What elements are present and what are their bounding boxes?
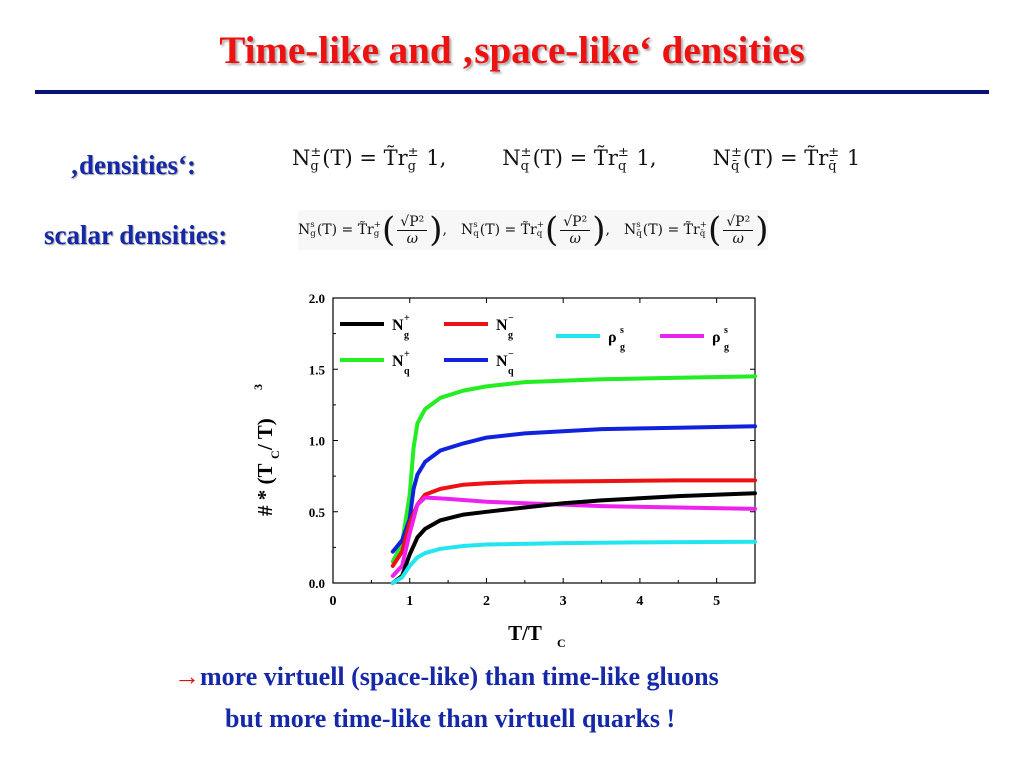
paren-close: ) xyxy=(592,210,606,250)
y-axis-label: # * (T xyxy=(253,464,277,517)
fraction-denominator: ω xyxy=(569,230,581,247)
equation-fraction: √P² ω xyxy=(723,214,754,247)
paren-open: ( xyxy=(707,210,722,250)
equation-term: N ± q̄ (T) = T̃r ± q̄ 1 xyxy=(712,145,861,174)
equation-arg: (T) = xyxy=(642,222,684,238)
fraction-numerator: √P² xyxy=(560,214,591,231)
x-tick-label: 1 xyxy=(406,594,413,609)
x-tick-label: 5 xyxy=(713,594,720,609)
densities-equations: N ± g (T) = T̃r ± g 1, N ± q (T) = T̃r ± q 1, N ± q̄ (T… xyxy=(292,146,860,173)
x-axis-label: T/T xyxy=(508,621,542,645)
slide-title: Time-like and ‚space-like‘ densities xyxy=(219,29,805,72)
equation-arg: (T) = xyxy=(322,146,384,171)
legend-label-sup: s xyxy=(724,325,728,336)
legend-label-sup: − xyxy=(508,313,514,324)
equation-lhs: N ± g xyxy=(292,145,322,174)
series-line-4 xyxy=(390,495,757,578)
densities-label: ‚densities‘: xyxy=(70,150,196,180)
conclusion-line-2: but more time-like than virtuell quarks … xyxy=(225,704,676,733)
legend-label-sub: g xyxy=(620,342,625,353)
equation-arg: (T) = xyxy=(532,146,594,171)
y-tick-label: 0.0 xyxy=(309,576,325,591)
paren-open: ( xyxy=(545,210,559,250)
series-line-1 xyxy=(390,374,757,564)
equation-arg: (T) = xyxy=(742,146,805,171)
y-tick-label: 0.5 xyxy=(309,505,326,520)
paren-open: ( xyxy=(382,210,396,250)
equation-rhs: 1, xyxy=(629,146,657,171)
paren-close: ) xyxy=(755,210,769,250)
conclusion-line-1: →more virtuell (space-like) than time-li… xyxy=(174,662,719,692)
equation-trace: T̃r + g xyxy=(357,219,382,239)
equation-comma: , xyxy=(605,222,610,238)
scalar-densities-label: scalar densities: xyxy=(44,220,228,250)
legend-label-sub: q xyxy=(404,366,410,377)
equation-lhs: N ± q̄ xyxy=(712,145,742,174)
equation-arg: (T) = xyxy=(479,222,521,238)
legend-label: ρ xyxy=(712,329,721,346)
legend-label-sup: s xyxy=(620,325,624,336)
legend-label-sup: + xyxy=(404,313,410,324)
equation-lhs: N ± q xyxy=(502,145,532,174)
equation-term: N ± q (T) = T̃r ± q 1, xyxy=(502,145,657,174)
y-axis-label-tail: / T) xyxy=(253,418,277,451)
fraction-numerator: √P² xyxy=(723,214,754,231)
legend-label: ρ xyxy=(608,329,617,346)
legend-label-sup: + xyxy=(404,349,410,360)
equation-arg: (T) = xyxy=(316,222,358,238)
y-axis-label-sub: C xyxy=(268,450,282,459)
y-tick-label: 1.0 xyxy=(309,434,325,449)
equation-term: N ± g (T) = T̃r ± g 1, xyxy=(292,145,447,174)
equation-fraction: √P² ω xyxy=(560,214,591,247)
series-line-5 xyxy=(390,491,757,585)
legend-label: N xyxy=(496,317,508,334)
x-axis-label-sub: C xyxy=(557,636,566,650)
legend-label-sub: q xyxy=(508,366,514,377)
equation-trace: T̃r ± g xyxy=(383,145,419,174)
equation-rhs: 1 xyxy=(840,146,861,171)
equation-trace: T̃r ± q̄ xyxy=(804,145,840,174)
equation-rhs: 1, xyxy=(419,146,447,171)
x-tick-label: 4 xyxy=(636,594,643,609)
equation-fraction: √P² ω xyxy=(397,214,428,247)
legend-label: N xyxy=(496,353,508,370)
y-tick-label: 2.0 xyxy=(309,291,325,306)
title-divider xyxy=(35,90,989,94)
legend-label: N xyxy=(392,353,404,370)
fraction-denominator: ω xyxy=(732,230,744,247)
x-tick-label: 2 xyxy=(483,594,490,609)
legend-label-sub: g xyxy=(724,342,729,353)
fraction-numerator: √P² xyxy=(397,214,428,231)
conclusion-text-1: more virtuell (space-like) than time-lik… xyxy=(200,662,719,691)
equation-trace: T̃r ± q xyxy=(593,145,629,174)
legend-label-sub: g xyxy=(404,330,409,341)
legend-label-sub: g xyxy=(508,330,513,341)
y-axis-label-sup: 3 xyxy=(251,384,265,390)
legend-label: N xyxy=(392,317,404,334)
x-tick-label: 0 xyxy=(330,594,337,609)
series-line-6 xyxy=(390,539,757,585)
series-line-3 xyxy=(390,478,757,568)
equation-trace: T̃r + q̄ xyxy=(683,219,707,239)
x-tick-label: 3 xyxy=(560,594,567,609)
fraction-denominator: ω xyxy=(406,230,418,247)
paren-close: ) xyxy=(429,210,443,250)
legend-label-sup: − xyxy=(508,349,514,360)
equation-trace: T̃r + q xyxy=(520,219,544,239)
arrow-right-icon: → xyxy=(174,662,200,691)
y-tick-label: 1.5 xyxy=(309,362,326,377)
equation-comma: , xyxy=(442,222,447,238)
